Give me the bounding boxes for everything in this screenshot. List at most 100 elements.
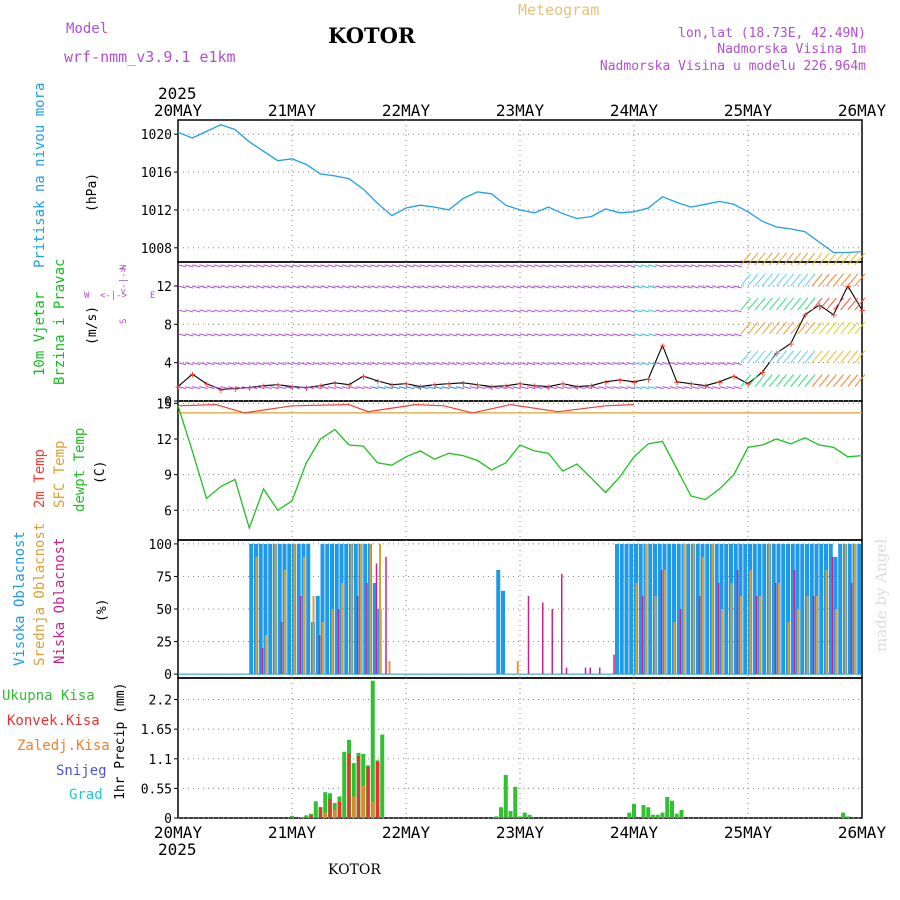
precip-total-bar xyxy=(627,812,632,818)
wind-compass: W <-|-> E <-|-> N S xyxy=(84,265,155,324)
cloud-high-label: Visoka Oblacnost xyxy=(12,531,28,666)
cloud-mid-bar xyxy=(293,543,296,675)
wind-barb xyxy=(562,362,571,366)
cloud-low-bar xyxy=(299,595,302,675)
wind-barb xyxy=(199,309,208,313)
wind-barb xyxy=(227,386,236,390)
wind-barb xyxy=(334,333,343,337)
cloud-high-bar xyxy=(496,569,501,675)
wind-barb xyxy=(534,309,543,313)
wind-barb xyxy=(427,333,436,337)
wind-barb xyxy=(299,264,308,268)
wind-barb xyxy=(534,264,543,268)
wind-barb xyxy=(462,264,472,268)
cloud-mid-bar xyxy=(702,556,704,675)
wind-barb xyxy=(591,285,600,289)
cloud-high-bar xyxy=(325,543,330,675)
precip-total-bar xyxy=(290,815,294,818)
temp-2m-line xyxy=(177,403,635,414)
wind-barb xyxy=(712,362,721,366)
wind-barb xyxy=(234,333,244,337)
cloud-high-bar xyxy=(501,590,505,675)
cloud-low-bar xyxy=(366,582,368,675)
cloud-low-bar xyxy=(812,595,815,675)
wind-barb xyxy=(462,333,472,337)
wind-barb xyxy=(498,264,507,268)
cloud-low-bar xyxy=(660,569,663,675)
wind-barb xyxy=(270,362,279,366)
wind-barb xyxy=(498,333,507,337)
wind-barb xyxy=(790,350,802,363)
day-label-top: 22MAY xyxy=(382,101,431,120)
wind-barb xyxy=(213,386,222,390)
wind-barb xyxy=(719,264,728,268)
wind-barb xyxy=(470,333,479,337)
wind-barb xyxy=(427,285,436,289)
wind-barb xyxy=(790,273,802,287)
wind-barb xyxy=(491,264,500,268)
cloud-high-bar xyxy=(672,543,676,675)
wind-barb xyxy=(797,297,809,311)
wind-barb xyxy=(477,285,486,289)
cloud-high-bar xyxy=(667,543,672,675)
wind-point-marker: + xyxy=(375,375,382,388)
wind-barb xyxy=(384,386,393,390)
y-tick-label: 75 xyxy=(156,570,172,585)
wind-barb xyxy=(854,252,866,266)
wind-barb xyxy=(427,362,436,366)
wind-barb xyxy=(291,333,301,337)
y-tick-label: 25 xyxy=(156,636,172,651)
precip-total-bar xyxy=(660,812,665,818)
wind-barb xyxy=(206,309,215,313)
cloud-low-bar xyxy=(679,609,682,675)
wind-barb xyxy=(840,321,852,335)
wind-barb xyxy=(398,309,407,313)
wind-barb xyxy=(192,264,201,268)
wind-barb xyxy=(242,333,251,337)
y-tick-label: 0 xyxy=(164,395,172,410)
wind-point-marker: + xyxy=(360,370,367,383)
wind-barb xyxy=(619,362,628,366)
wind-barb xyxy=(648,386,657,390)
day-label-top: 21MAY xyxy=(268,101,317,120)
cloud-low-bar xyxy=(542,602,544,675)
precip-conv-bar xyxy=(347,753,351,818)
wind-barb xyxy=(712,309,721,313)
wind-barb xyxy=(740,374,752,387)
wind-barb xyxy=(284,362,293,366)
wind-barb xyxy=(519,362,529,366)
wind-barb xyxy=(776,297,787,311)
wind-barb xyxy=(434,333,443,337)
cloud-high-bar xyxy=(695,543,700,675)
precip-conv-bar xyxy=(338,801,341,818)
wind-barb xyxy=(818,252,830,266)
day-label-top: 25MAY xyxy=(724,101,773,120)
cloud-high-bar xyxy=(752,543,757,675)
wind-barb xyxy=(840,350,852,363)
cloud-low-bar xyxy=(793,569,796,675)
temp-2m-label: 2m Temp xyxy=(32,449,48,508)
wind-barb xyxy=(534,386,543,390)
cloud-mid-bar xyxy=(730,582,733,675)
precip-total-bar xyxy=(323,792,328,818)
wind-barb xyxy=(833,350,844,363)
wind-barb xyxy=(633,333,643,337)
wind-barb xyxy=(605,362,614,366)
wind-barb xyxy=(277,264,286,268)
wind-barb xyxy=(761,252,773,266)
grid-lines xyxy=(178,120,862,819)
cloud-high-bar xyxy=(372,582,377,675)
credit-label: made by Angel xyxy=(872,539,890,652)
wind-barb xyxy=(242,362,251,366)
wind-barb xyxy=(470,264,479,268)
wind-barb xyxy=(534,362,543,366)
wind-barb xyxy=(733,285,742,289)
wind-barb xyxy=(733,362,742,366)
wind-barb xyxy=(498,285,507,289)
wind-barb xyxy=(598,264,607,268)
wind-barb xyxy=(220,386,229,390)
wind-barb xyxy=(818,273,830,287)
day-label-top: 24MAY xyxy=(610,101,659,120)
wind-barb xyxy=(811,297,823,311)
elevation-label: Nadmorska Visina 1m xyxy=(717,42,866,57)
